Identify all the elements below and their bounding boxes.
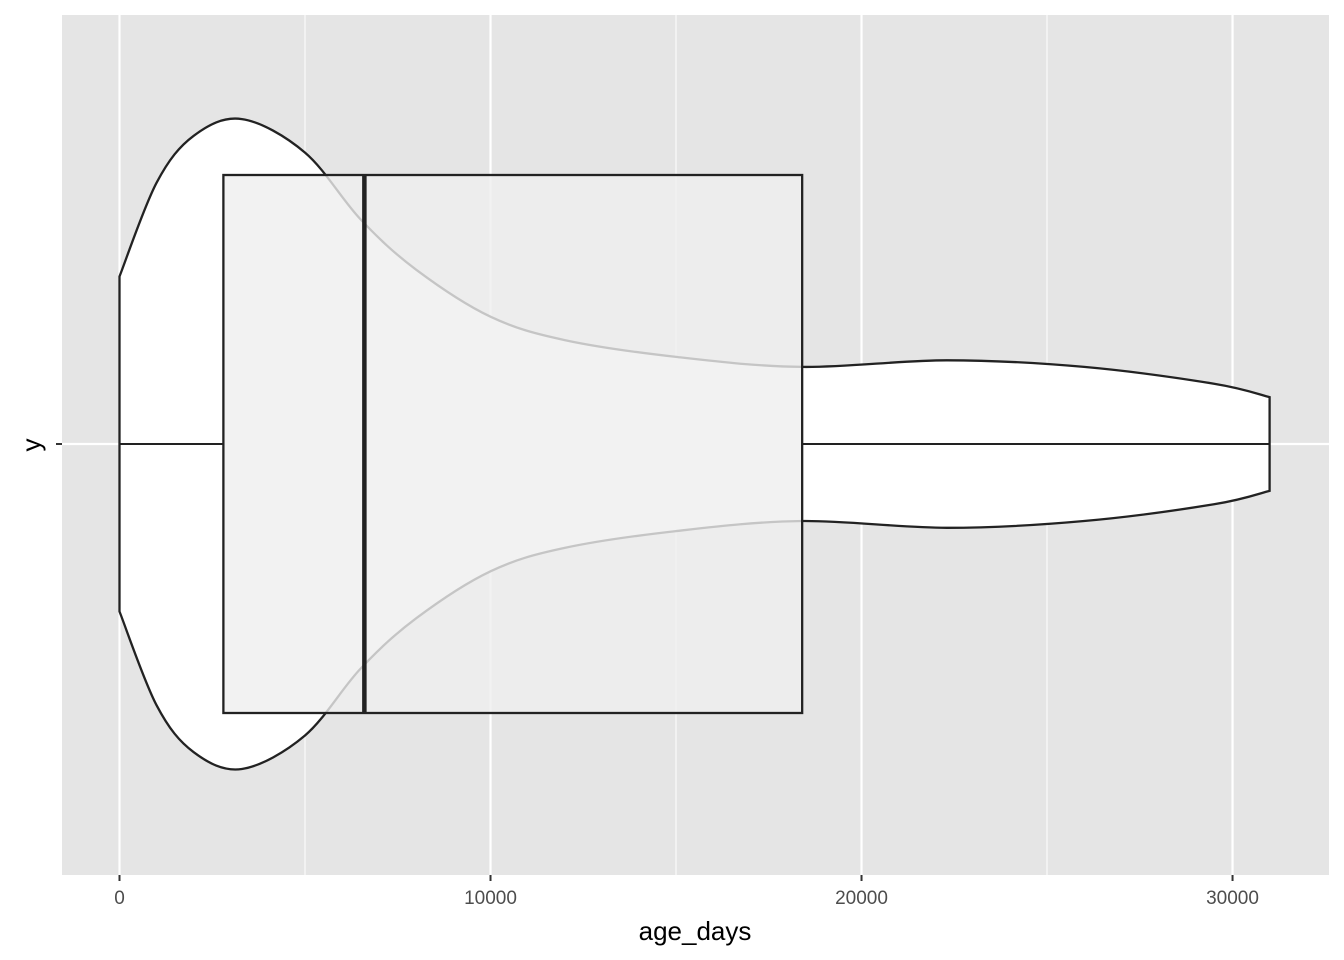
y-axis-title: y <box>16 439 46 452</box>
x-tick-label: 10000 <box>464 888 517 909</box>
x-tick-label: 30000 <box>1206 888 1259 909</box>
box <box>222 173 804 715</box>
x-axis-title: age_days <box>639 916 752 946</box>
boxplot-layer <box>119 173 1270 715</box>
x-tick-label: 20000 <box>835 888 888 909</box>
x-axis: 0 10000 20000 30000 <box>114 875 1259 909</box>
x-tick-label: 0 <box>114 888 125 909</box>
